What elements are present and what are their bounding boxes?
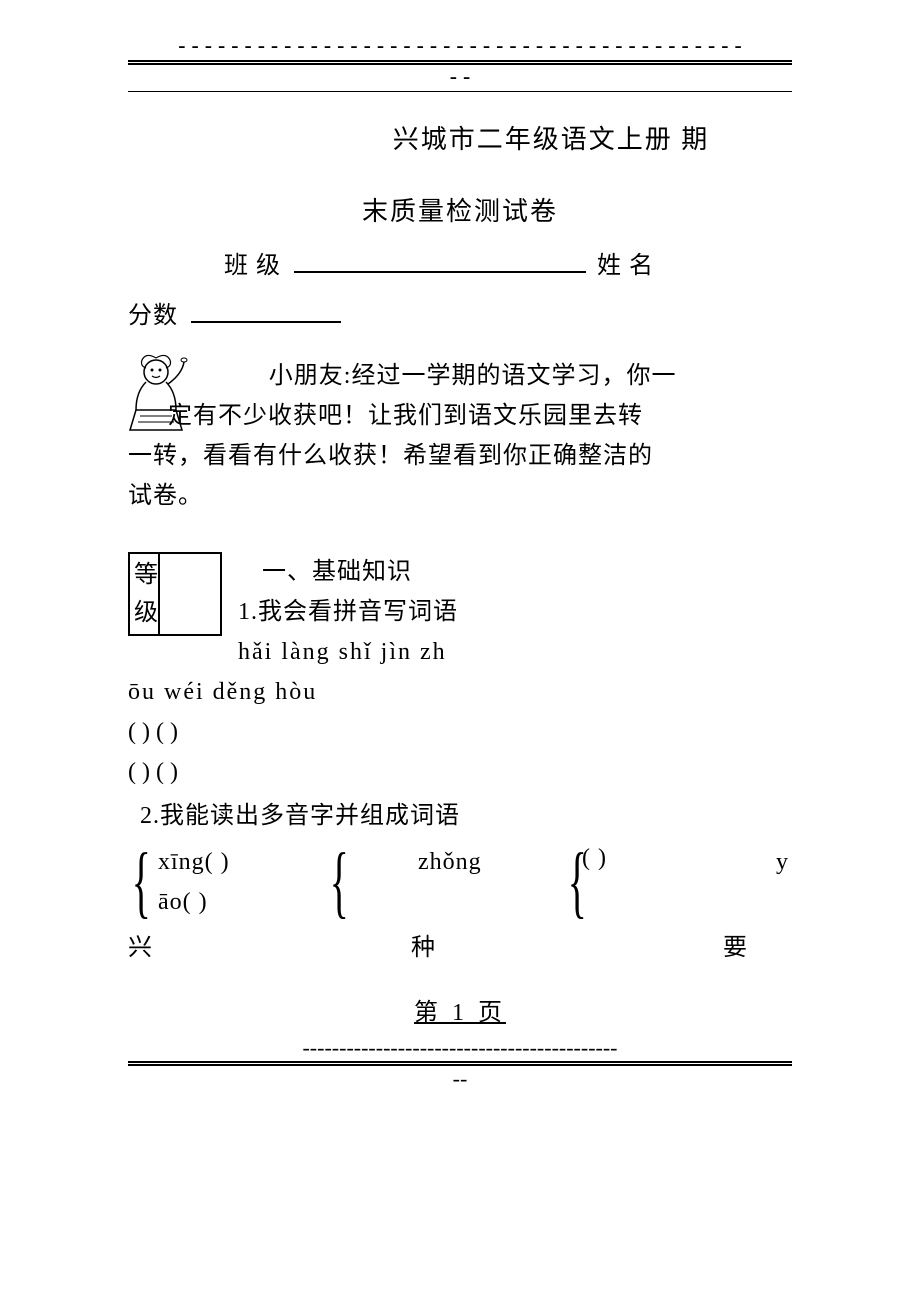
q2-label: 2.我能读出多音字并组成词语 — [140, 796, 792, 836]
name-label: 姓 名 — [597, 253, 654, 279]
top-rule: ----------------------------------------… — [128, 36, 792, 92]
page-content: ----------------------------------------… — [128, 36, 792, 1090]
teacher-icon — [126, 352, 192, 440]
score-line: 分数 — [128, 296, 792, 336]
single-rule-top — [128, 91, 792, 92]
paren-row-1: ( ) ( ) — [128, 712, 792, 752]
grade-label-text: 等级 — [134, 556, 158, 632]
char-2: 种 — [411, 928, 436, 968]
class-blank[interactable] — [294, 251, 586, 273]
brace-trail: y — [776, 842, 789, 882]
title-line-2: 末质量检测试卷 — [128, 188, 792, 236]
brace-1-top: xīng( ) — [158, 842, 230, 882]
brace-2-top: zhǒng — [418, 842, 482, 882]
section-1-title: 一、基础知识 — [238, 552, 792, 592]
document-title: 兴城市二年级语文上册 期 末质量检测试卷 — [128, 116, 792, 236]
pinyin-row-1: hǎi làng shǐ jìn zh — [238, 632, 792, 672]
rule-dashes-top: ----------------------------------------… — [128, 36, 792, 58]
grade-box: 等级 — [128, 552, 222, 636]
student-info-line: 班 级 姓 名 — [224, 246, 792, 286]
intro-l3: 一转，看看有什么收获！希望看到你正确整洁的 — [128, 436, 792, 476]
rule-center-bottom: -- — [128, 1068, 792, 1090]
title-line-1: 兴城市二年级语文上册 期 — [128, 116, 792, 164]
grade-value[interactable] — [160, 554, 220, 634]
section-1: 等级 一、基础知识 1.我会看拼音写词语 hǎi làng shǐ jìn zh… — [128, 552, 792, 968]
q1-label: 1.我会看拼音写词语 — [238, 592, 792, 632]
section-1-title-text: 一、基础知识 — [262, 559, 412, 585]
rule-dashes-bottom: ----------------------------------------… — [128, 1037, 792, 1059]
brace-1-icon: { — [132, 842, 151, 922]
grade-label: 等级 — [130, 554, 160, 634]
brace-3-top: ( ) — [582, 838, 607, 878]
page-number: 第 1 页 — [128, 992, 792, 1027]
brace-block: { xīng( ) āo( ) { zhǒng { ( ) y — [128, 842, 792, 932]
intro-text: 小朋友:经过一学期的语文学习，你一 定有不少收获吧！让我们到语文乐园里去转 一转… — [128, 356, 792, 516]
class-label: 班 级 — [224, 253, 281, 279]
score-label: 分数 — [128, 303, 178, 329]
brace-2-icon: { — [330, 842, 349, 922]
bottom-rule: ----------------------------------------… — [128, 1037, 792, 1090]
pinyin-row-1-text: hǎi làng shǐ jìn zh — [238, 639, 447, 665]
char-3: 要 — [723, 928, 748, 968]
brace-1-bot: āo( ) — [158, 882, 208, 922]
score-blank[interactable] — [191, 301, 341, 323]
intro-l2: 定有不少收获吧！让我们到语文乐园里去转 — [168, 396, 792, 436]
intro-block: 小朋友:经过一学期的语文学习，你一 定有不少收获吧！让我们到语文乐园里去转 一转… — [128, 356, 792, 516]
paren-row-2: ( ) ( ) — [128, 752, 792, 792]
intro-l4: 试卷。 — [128, 476, 792, 516]
char-row: 兴 种 要 — [128, 928, 792, 968]
intro-l1: 小朋友:经过一学期的语文学习，你一 — [168, 356, 792, 396]
rule-center-top: -- — [128, 67, 792, 89]
pinyin-row-2: ōu wéi děng hòu — [128, 672, 792, 712]
char-1: 兴 — [128, 928, 152, 968]
